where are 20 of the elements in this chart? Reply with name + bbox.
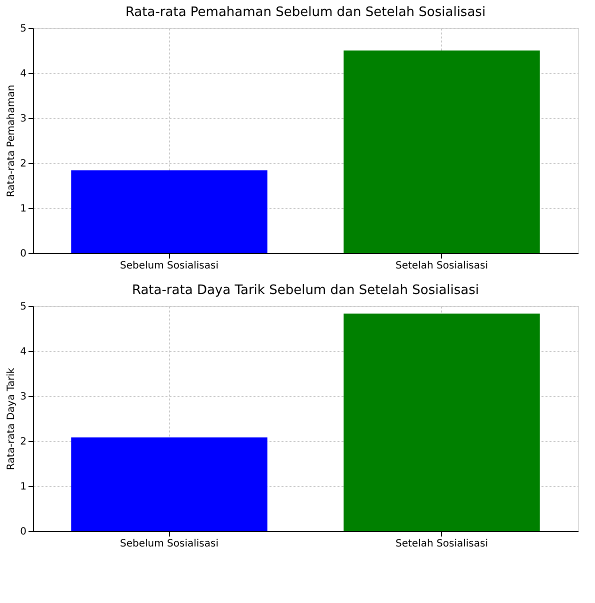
chart-title: Rata-rata Pemahaman Sebelum dan Setelah Sosialisasi xyxy=(125,5,486,20)
x-tick-label: Sebelum Sosialisasi xyxy=(120,538,219,550)
y-axis-title: Rata-rata Daya Tarik xyxy=(6,368,18,470)
chart-title: Rata-rata Daya Tarik Sebelum dan Setelah Sosialisasi xyxy=(132,283,480,298)
x-tick-label: Setelah Sosialisasi xyxy=(396,260,488,272)
y-tick-label: 3 xyxy=(20,392,26,402)
x-tick-label: Setelah Sosialisasi xyxy=(396,538,488,550)
y-tick-label: 0 xyxy=(20,248,26,260)
y-tick-label: 1 xyxy=(20,204,26,214)
y-tick-label: 5 xyxy=(20,302,26,312)
y-tick-label: 2 xyxy=(20,436,26,448)
y-tick-label: 5 xyxy=(20,24,26,34)
y-tick-label: 4 xyxy=(20,68,26,80)
y-tick-label: 3 xyxy=(20,114,26,124)
y-tick-label: 2 xyxy=(20,158,26,170)
x-tick-label: Sebelum Sosialisasi xyxy=(120,260,219,272)
y-tick-label: 0 xyxy=(20,526,26,538)
y-axis-title: Rata-rata Pemahaman xyxy=(6,84,18,198)
y-tick-label: 4 xyxy=(20,346,26,358)
y-tick-label: 1 xyxy=(20,482,26,492)
